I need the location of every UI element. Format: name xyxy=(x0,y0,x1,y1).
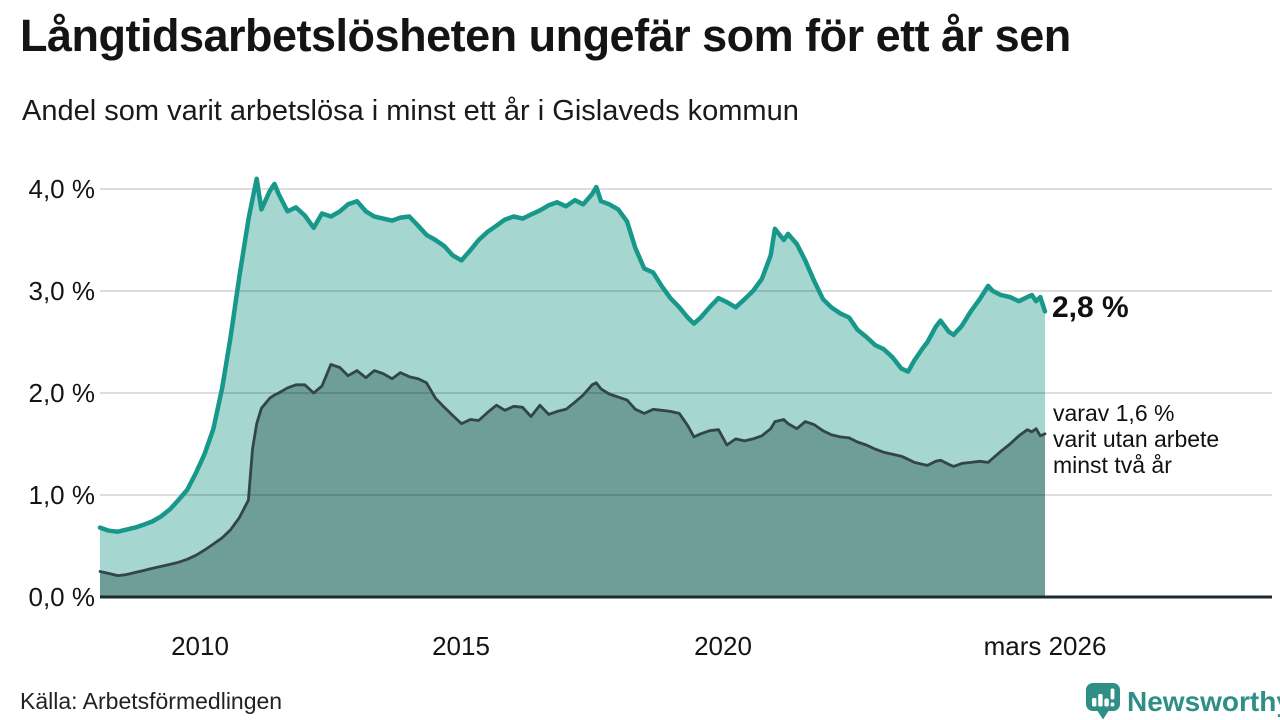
page-subtitle: Andel som varit arbetslösa i minst ett å… xyxy=(22,95,799,127)
y-tick-label: 4,0 % xyxy=(28,174,96,204)
total-line xyxy=(97,176,1048,534)
newsworthy-logo: Newsworthy xyxy=(1086,683,1280,720)
two-year-area xyxy=(100,364,1045,597)
bar-chart-speech-bubble-icon xyxy=(1086,683,1120,720)
page-title: Långtidsarbetslösheten ungefär som för e… xyxy=(20,10,1071,61)
latest-total-value-label: 2,8 % xyxy=(1052,291,1129,324)
total-area xyxy=(100,178,1045,598)
y-tick-label: 1,0 % xyxy=(28,480,96,510)
two-year-line xyxy=(98,363,1047,577)
x-tick-label: mars 2026 xyxy=(983,631,1107,661)
y-tick-label: 3,0 % xyxy=(28,276,96,306)
x-tick-label: 2015 xyxy=(432,631,490,661)
y-tick-label: 0,0 % xyxy=(28,582,96,612)
newsworthy-wordmark: Newsworthy xyxy=(1127,685,1280,717)
two-year-annotation: varav 1,6 % varit utan arbete minst två … xyxy=(1053,400,1220,478)
x-tick-label: 2020 xyxy=(694,631,752,661)
x-tick-label: 2010 xyxy=(171,631,229,661)
source-attribution: Källa: Arbetsförmedlingen xyxy=(20,688,283,714)
y-tick-label: 2,0 % xyxy=(28,378,96,408)
